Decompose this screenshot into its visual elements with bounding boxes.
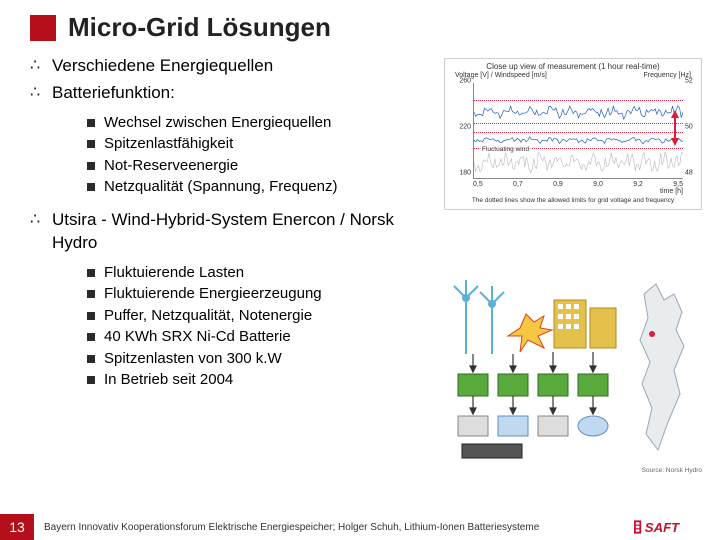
bullet-item: ∴Batteriefunktion:	[30, 82, 420, 105]
chart-right-axis-label: Frequency [Hz]	[644, 72, 691, 79]
sub-text: Wechsel zwischen Energiequellen	[104, 113, 331, 133]
sub-text: Not-Reserveenergie	[104, 156, 238, 176]
chart-title: Close up view of measurement (1 hour rea…	[445, 59, 701, 72]
chart-x-label: time [h]	[445, 188, 683, 195]
sub-square-icon	[84, 354, 98, 364]
bullet-text: Batteriefunktion:	[52, 82, 175, 105]
sub-item: Spitzenlasten von 300 k.W	[84, 349, 420, 369]
sub-item: Puffer, Netzqualität, Notenergie	[84, 306, 420, 326]
y-left-tick: 180	[459, 170, 471, 177]
bullet-text: Utsira - Wind-Hybrid-System Enercon / No…	[52, 209, 420, 255]
bullet-glyph-icon: ∴	[30, 55, 52, 77]
chart-footer-note: The dotted lines show the allowed limits…	[445, 195, 701, 204]
diagram-source: Source: Norsk Hydro	[642, 467, 702, 474]
sub-item: Spitzenlastfähigkeit	[84, 134, 420, 154]
sub-square-icon	[84, 268, 98, 278]
chart-annotation: Fluctuating wind	[480, 146, 531, 153]
sub-text: Fluktuierende Lasten	[104, 263, 244, 283]
bullet-text: Verschiedene Energiequellen	[52, 55, 273, 78]
y-right-tick: 48	[685, 170, 693, 177]
sub-list: Fluktuierende LastenFluktuierende Energi…	[30, 259, 420, 402]
sub-item: Netzqualität (Spannung, Frequenz)	[84, 177, 420, 197]
chart-axis-labels: Voltage [V] / Windspeed [m/s] Frequency …	[445, 72, 701, 79]
sub-square-icon	[84, 375, 98, 385]
bullet-item: ∴Utsira - Wind-Hybrid-System Enercon / N…	[30, 209, 420, 255]
svg-text:SAFT: SAFT	[645, 520, 680, 535]
sub-square-icon	[84, 311, 98, 321]
sub-text: In Betrieb seit 2004	[104, 370, 233, 390]
footer: 13 Bayern Innovativ Kooperationsforum El…	[0, 514, 720, 540]
x-tick: 9,2	[633, 181, 643, 188]
chart-x-ticks: 0,5 0,7 0,9 9,0 9,2 9,5	[473, 181, 683, 188]
y-right-tick: 52	[685, 78, 693, 85]
y-left-tick: 260	[459, 78, 471, 85]
x-tick: 9,5	[673, 181, 683, 188]
x-tick: 9,0	[593, 181, 603, 188]
sub-text: Puffer, Netzqualität, Notenergie	[104, 306, 312, 326]
sub-text: 40 KWh SRX Ni-Cd Batterie	[104, 327, 291, 347]
sub-text: Spitzenlasten von 300 k.W	[104, 349, 282, 369]
sub-item: 40 KWh SRX Ni-Cd Batterie	[84, 327, 420, 347]
content: ∴Verschiedene Energiequellen∴Batteriefun…	[0, 51, 420, 402]
system-diagram: Source: Norsk Hydro	[444, 274, 702, 474]
sub-list: Wechsel zwischen EnergiequellenSpitzenla…	[30, 109, 420, 209]
x-tick: 0,5	[473, 181, 483, 188]
chart-y-right-ticks: 52 50 48	[685, 81, 699, 177]
title-row: Micro-Grid Lösungen	[0, 0, 720, 51]
sub-text: Netzqualität (Spannung, Frequenz)	[104, 177, 337, 197]
page-title: Micro-Grid Lösungen	[68, 12, 331, 43]
bullet-glyph-icon: ∴	[30, 82, 52, 104]
chart-y-left-ticks: 260 220 180	[451, 81, 471, 177]
sub-item: Not-Reserveenergie	[84, 156, 420, 176]
x-tick: 0,9	[553, 181, 563, 188]
title-square-icon	[30, 15, 56, 41]
sub-square-icon	[84, 161, 98, 171]
bullet-item: ∴Verschiedene Energiequellen	[30, 55, 420, 78]
sub-square-icon	[84, 182, 98, 192]
y-left-tick: 220	[459, 124, 471, 131]
chart-plot: Fluctuating wind	[473, 83, 683, 179]
bullet-glyph-icon: ∴	[30, 209, 52, 231]
sub-text: Fluktuierende Energieerzeugung	[104, 284, 322, 304]
sub-square-icon	[84, 289, 98, 299]
y-right-tick: 50	[685, 124, 693, 131]
footer-text: Bayern Innovativ Kooperationsforum Elekt…	[34, 522, 634, 533]
measurement-chart: Close up view of measurement (1 hour rea…	[444, 58, 702, 210]
sub-square-icon	[84, 118, 98, 128]
sub-item: Fluktuierende Energieerzeugung	[84, 284, 420, 304]
sub-item: In Betrieb seit 2004	[84, 370, 420, 390]
saft-logo-icon: SAFT	[634, 517, 706, 537]
sub-square-icon	[84, 139, 98, 149]
sub-text: Spitzenlastfähigkeit	[104, 134, 233, 154]
page-number: 13	[0, 514, 34, 540]
sub-item: Fluktuierende Lasten	[84, 263, 420, 283]
x-tick: 0,7	[513, 181, 523, 188]
sub-square-icon	[84, 332, 98, 342]
sub-item: Wechsel zwischen Energiequellen	[84, 113, 420, 133]
